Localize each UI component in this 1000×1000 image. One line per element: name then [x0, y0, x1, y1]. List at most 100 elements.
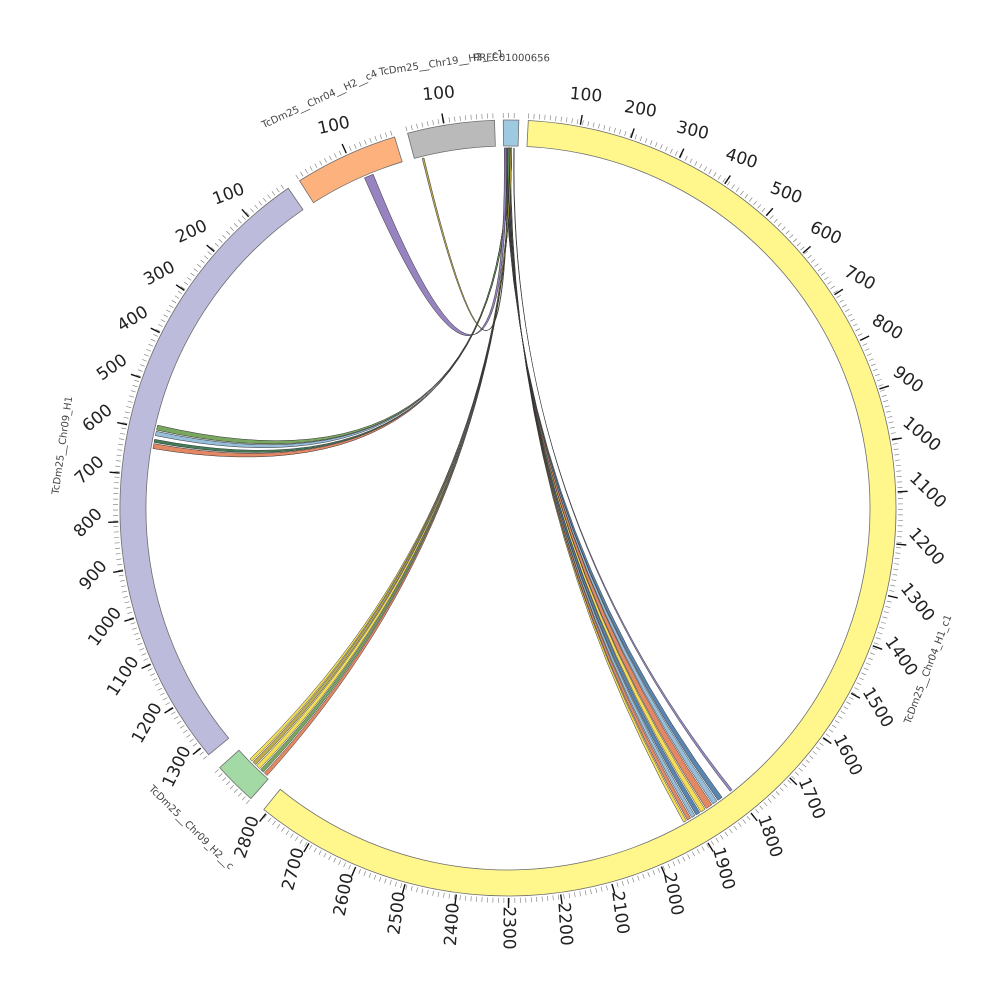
tick-label-chr09_h1: 1000 — [84, 604, 126, 651]
tick-label-chr04_h1_c1: 2200 — [553, 902, 576, 947]
minor-tick — [815, 746, 821, 751]
minor-tick — [157, 687, 163, 691]
minor-tick — [154, 682, 160, 686]
minor-tick — [802, 763, 807, 768]
minor-tick — [787, 779, 792, 784]
major-tick — [206, 244, 215, 253]
minor-tick — [571, 118, 573, 124]
major-tick — [109, 471, 120, 474]
minor-tick — [183, 729, 188, 734]
minor-tick — [118, 574, 124, 577]
major-tick — [879, 385, 890, 390]
minor-tick — [359, 141, 362, 147]
minor-tick — [613, 127, 616, 133]
minor-tick — [880, 621, 886, 624]
minor-tick — [738, 822, 742, 827]
minor-tick — [608, 126, 611, 132]
minor-tick — [171, 711, 176, 715]
minor-tick — [115, 553, 121, 555]
minor-tick — [840, 710, 846, 715]
tick-label-chr04_h1_c1: 2300 — [499, 906, 519, 949]
minor-tick — [200, 259, 205, 264]
minor-tick — [276, 824, 281, 829]
minor-tick — [405, 884, 408, 890]
minor-tick — [116, 558, 122, 560]
major-tick — [124, 617, 135, 622]
minor-tick — [879, 626, 885, 630]
minor-tick — [877, 632, 883, 635]
minor-tick — [868, 358, 874, 361]
minor-tick — [348, 146, 352, 152]
minor-tick — [670, 148, 673, 154]
minor-tick — [872, 368, 878, 372]
tick-label-chr04_h2: 100 — [316, 113, 352, 139]
tick-label-chr09_h1: 200 — [173, 216, 211, 248]
minor-tick — [890, 432, 896, 434]
minor-tick — [192, 743, 198, 747]
minor-tick — [276, 187, 280, 193]
minor-tick — [579, 891, 581, 897]
segment-label-chr09_h1: TcDm25__Chr09_H1 — [50, 396, 75, 497]
minor-tick — [120, 433, 126, 435]
tick-label-chr19_h2: 100 — [422, 82, 456, 105]
minor-tick — [171, 300, 177, 304]
minor-tick — [846, 701, 851, 705]
minor-tick — [574, 892, 576, 898]
major-tick — [789, 777, 798, 786]
minor-tick — [827, 281, 832, 285]
minor-tick — [304, 842, 308, 847]
minor-tick — [687, 854, 691, 859]
minor-tick — [141, 359, 147, 362]
minor-tick — [189, 738, 194, 743]
link-ribbon — [507, 147, 701, 816]
minor-tick — [179, 725, 185, 729]
minor-tick — [139, 364, 145, 367]
minor-tick — [895, 552, 901, 554]
minor-tick — [459, 115, 461, 121]
minor-tick — [127, 611, 133, 614]
minor-tick — [369, 137, 372, 143]
major-tick — [259, 813, 267, 822]
minor-tick — [129, 395, 135, 398]
minor-tick — [364, 139, 367, 145]
tick-label-chr09_h1: 600 — [79, 400, 117, 436]
minor-tick — [426, 889, 429, 895]
minor-tick — [143, 658, 149, 661]
minor-tick — [837, 715, 843, 719]
minor-tick — [153, 333, 158, 337]
minor-tick — [237, 219, 242, 224]
minor-tick — [684, 155, 688, 161]
minor-tick — [839, 299, 844, 303]
minor-tick — [606, 885, 608, 891]
minor-tick — [174, 295, 180, 299]
tick-label-chr09_h1: 500 — [93, 350, 131, 385]
major-tick — [859, 335, 870, 341]
minor-tick — [267, 817, 272, 822]
minor-tick — [128, 617, 134, 620]
minor-tick — [549, 115, 551, 121]
tick-label-chr04_h1_c1: 200 — [623, 97, 658, 122]
tick-label-chr04_h1_c1: 1300 — [896, 579, 939, 625]
minor-tick — [465, 115, 467, 121]
minor-tick — [304, 168, 308, 174]
minor-tick — [767, 798, 772, 803]
tick-label-chr04_h1_c1: 800 — [868, 310, 906, 344]
minor-tick — [168, 304, 174, 308]
minor-tick — [825, 733, 831, 738]
minor-tick — [354, 144, 357, 149]
minor-tick — [117, 449, 123, 451]
minor-tick — [803, 250, 809, 255]
major-tick — [175, 284, 185, 291]
minor-tick — [121, 427, 127, 430]
minor-tick — [810, 259, 816, 263]
minor-tick — [632, 877, 635, 883]
minor-tick — [309, 166, 313, 171]
minor-tick — [757, 204, 762, 209]
minor-tick — [130, 622, 136, 625]
minor-tick — [771, 794, 776, 799]
major-tick — [130, 373, 141, 379]
minor-tick — [136, 374, 141, 377]
minor-tick — [405, 126, 408, 132]
minor-tick — [891, 579, 897, 581]
minor-tick — [866, 353, 872, 356]
